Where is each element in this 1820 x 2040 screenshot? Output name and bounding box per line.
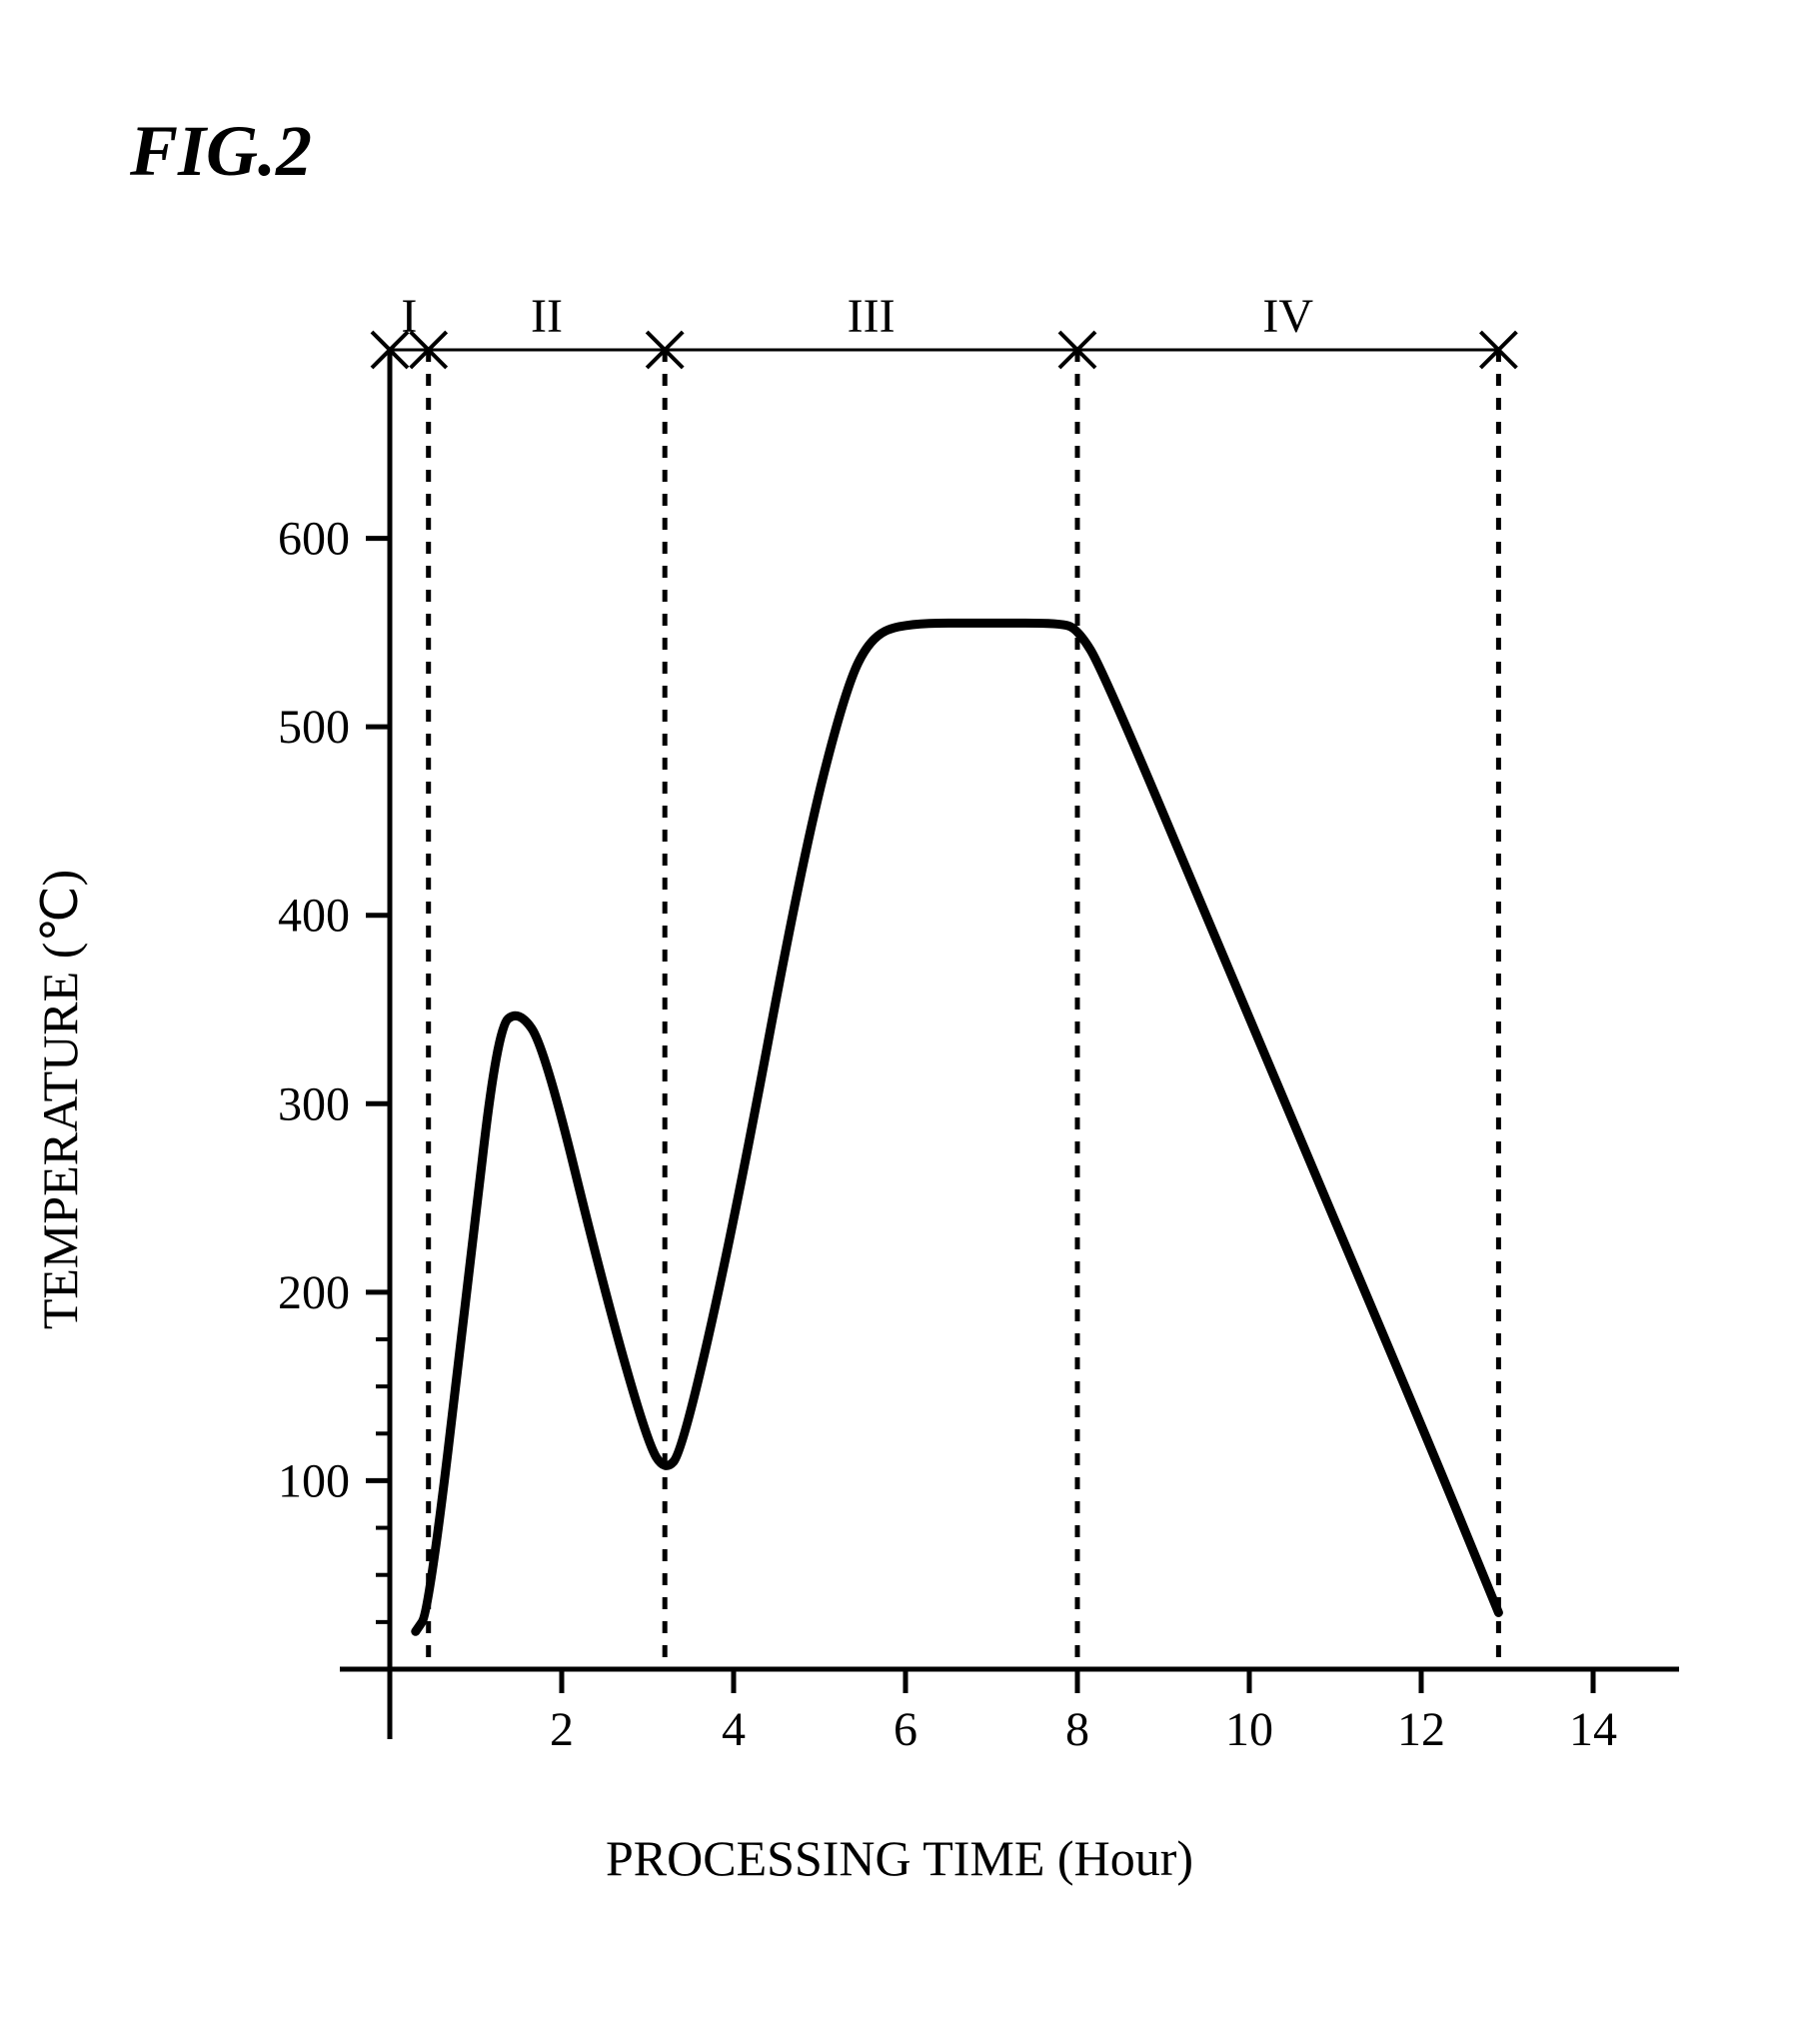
y-tick-label: 300 bbox=[278, 1077, 350, 1130]
x-tick-label: 6 bbox=[894, 1703, 917, 1756]
x-tick-label: 10 bbox=[1225, 1703, 1273, 1756]
series-temperature_profile bbox=[416, 623, 1499, 1631]
page: FIG.2 TEMPERATURE (℃) 100 200 300 400 500 600… bbox=[0, 0, 1820, 2040]
region-label: III bbox=[848, 300, 896, 343]
x-tick-label: 12 bbox=[1397, 1703, 1445, 1756]
y-tick-label: 100 bbox=[278, 1454, 350, 1507]
x-axis-label: PROCESSING TIME (Hour) bbox=[606, 1829, 1193, 1887]
x-tick-label: 2 bbox=[550, 1703, 574, 1756]
figure-title: FIG.2 bbox=[130, 110, 312, 193]
y-tick-label: 200 bbox=[278, 1266, 350, 1319]
x-tick-label: 14 bbox=[1569, 1703, 1617, 1756]
y-tick-label: 500 bbox=[278, 701, 350, 754]
y-tick-label: 600 bbox=[278, 513, 350, 566]
x-tick-label: 4 bbox=[722, 1703, 746, 1756]
region-label: II bbox=[531, 300, 563, 343]
region-label: IV bbox=[1262, 300, 1313, 343]
region-label: I bbox=[401, 300, 417, 343]
y-axis-label: TEMPERATURE (℃) bbox=[31, 870, 89, 1329]
temperature-chart: 1002003004005006002468101214IIIIIIIV bbox=[120, 300, 1679, 1819]
chart-container: 1002003004005006002468101214IIIIIIIV bbox=[120, 300, 1679, 1819]
x-tick-label: 8 bbox=[1065, 1703, 1089, 1756]
y-tick-label: 400 bbox=[278, 890, 350, 943]
